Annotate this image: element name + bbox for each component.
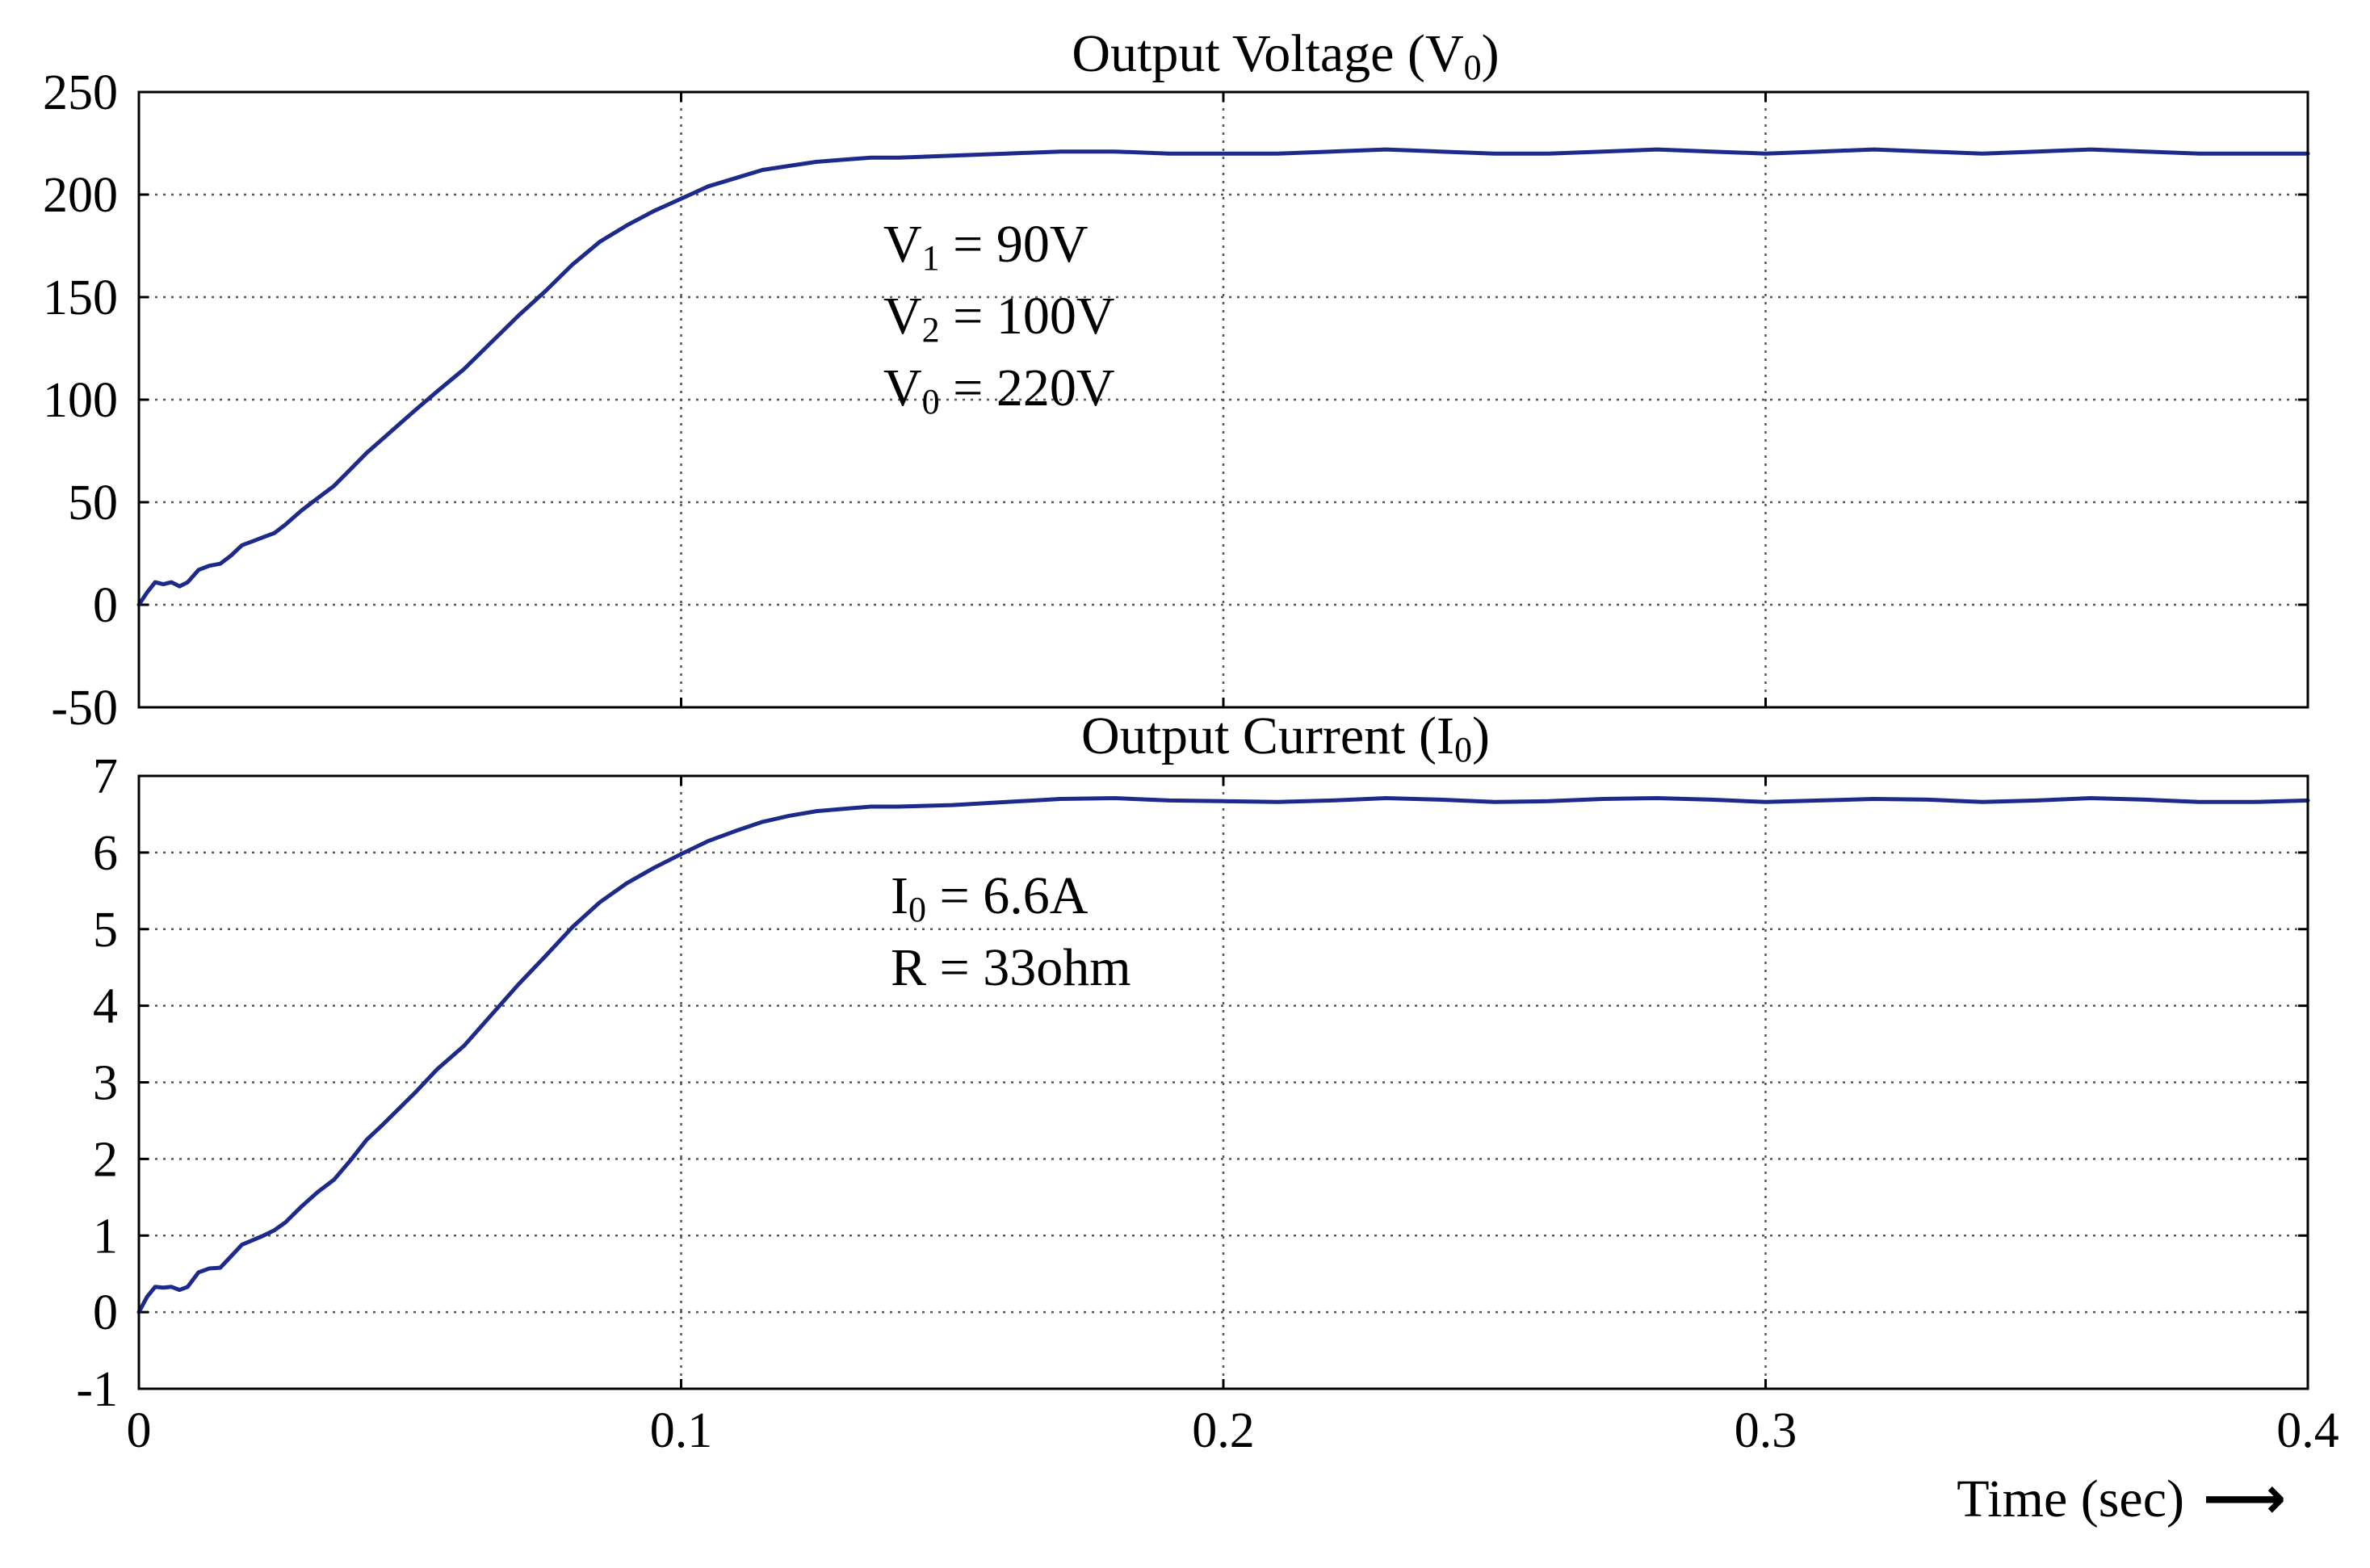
current-series-line [136,796,2310,1314]
y-tick-label: 150 [43,270,118,325]
voltage-annotation-v1: V1 = 90V [883,215,1089,278]
y-tick-label: 1 [93,1209,118,1264]
current-grid [139,776,2308,1389]
y-tick-label: 5 [93,903,118,958]
y-tick-label: 200 [43,168,118,223]
x-axis-arrow-icon: ⟶ [2203,1464,2286,1532]
y-tick-label: 4 [93,979,118,1034]
x-tick-label: 0.4 [2276,1403,2339,1458]
y-tick-label: -1 [76,1362,118,1417]
y-tick-label: 100 [43,373,118,428]
voltage-series-line [136,147,2310,607]
x-tick-label: 0.2 [1192,1403,1255,1458]
current-plot-frame [137,774,2309,1390]
voltage-annotation-v2: V2 = 100V [883,287,1115,350]
current-annotation-i0: I0 = 6.6A [891,866,1089,929]
voltage-plot-frame [137,90,2309,709]
voltage-annotation-v0: V0 = 220V [883,358,1115,421]
voltage-y-tick-labels: -50 0 50 100 150 200 250 [43,65,118,736]
y-tick-label: 50 [68,476,118,530]
voltage-chart-title: Output Voltage (V0) [1072,24,1499,87]
x-tick-label: 0.1 [650,1403,713,1458]
current-x-tick-labels: 0 0.1 0.2 0.3 0.4 [127,1403,2339,1458]
y-tick-label: 3 [93,1056,118,1111]
y-tick-label: 0 [93,578,118,633]
y-tick-label: 7 [93,749,118,804]
current-annotations: I0 = 6.6A R = 33ohm [891,866,1131,997]
voltage-panel: Output Voltage (V0) -50 0 50 100 150 200 250 V… [43,24,2310,736]
y-tick-label: 250 [43,65,118,120]
current-chart-title: Output Current (I0) [1081,706,1490,769]
y-tick-label: 2 [93,1132,118,1187]
current-y-tick-labels: -1 0 1 2 3 4 5 6 7 [76,749,118,1417]
x-tick-label: 0.3 [1735,1403,1797,1458]
y-tick-label: 6 [93,826,118,881]
current-annotation-r: R = 33ohm [891,938,1131,997]
x-tick-label: 0 [127,1403,152,1458]
voltage-annotations: V1 = 90V V2 = 100V V0 = 220V [883,215,1115,421]
y-tick-label: -50 [51,681,118,736]
y-tick-label: 0 [93,1285,118,1340]
x-axis-label: Time (sec) [1957,1469,2184,1528]
voltage-grid [139,92,2308,707]
